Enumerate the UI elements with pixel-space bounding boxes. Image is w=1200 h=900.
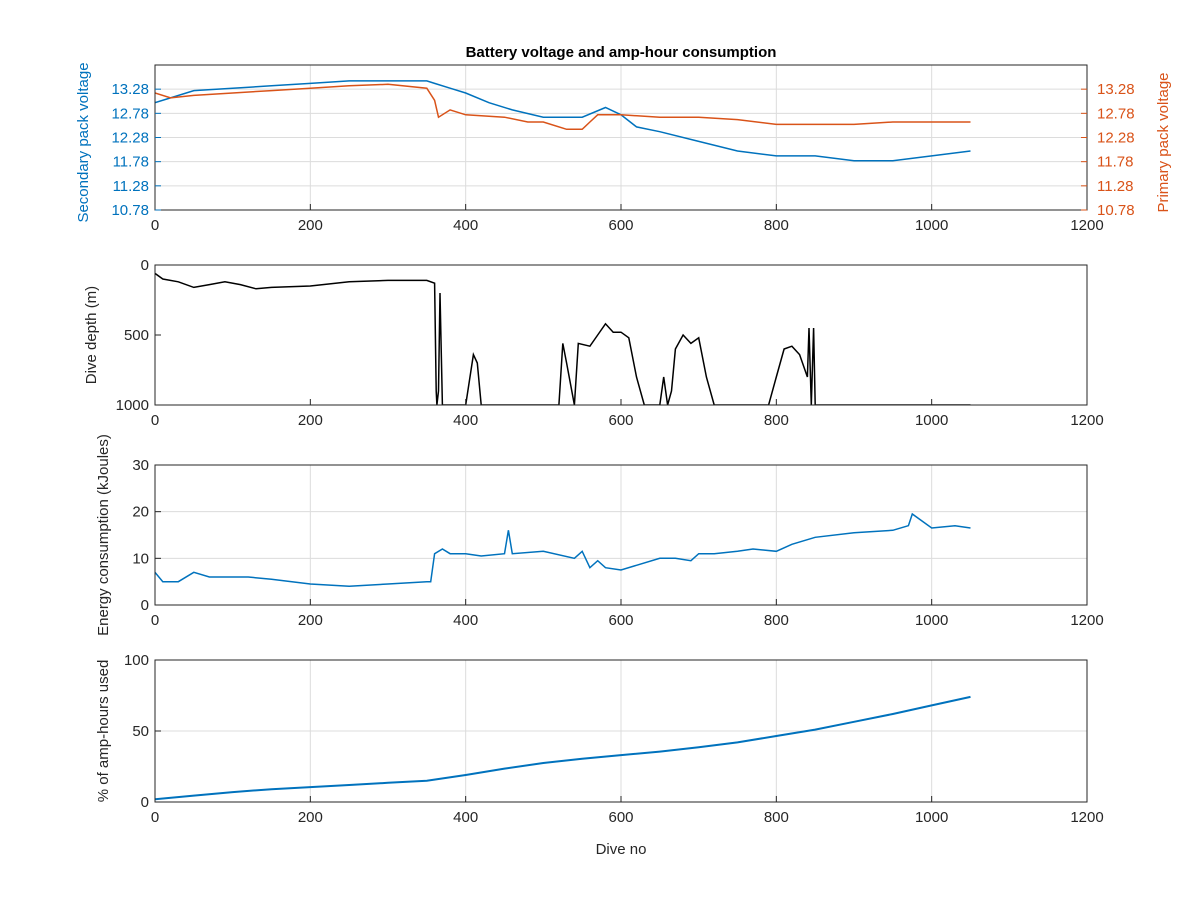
y-tick-label: 11.28 <box>113 178 149 195</box>
series-line-secondary-voltage <box>155 80 971 162</box>
series-line-2 <box>155 512 971 588</box>
x-tick-label: 400 <box>453 412 478 429</box>
y-tick-label: 11.78 <box>113 154 149 171</box>
y-tick-label: 10.78 <box>111 202 149 219</box>
x-tick-label: 600 <box>608 612 633 629</box>
x-tick-label: 1200 <box>1070 809 1103 826</box>
y-right-tick-label: 12.28 <box>1097 130 1135 147</box>
y-axis-label-left: Secondary pack voltage <box>75 62 92 222</box>
y-tick-label: 0 <box>141 257 149 274</box>
x-tick-label: 1200 <box>1070 412 1103 429</box>
x-tick-label: 800 <box>764 217 789 234</box>
y-tick-label: 12.78 <box>111 105 149 122</box>
y-tick-label: 0 <box>141 597 149 614</box>
y-axis-label-right: Primary pack voltage <box>1155 72 1172 212</box>
x-axis-label: Dive no <box>596 841 647 858</box>
series-line-primary-voltage <box>155 83 971 131</box>
x-tick-label: 1000 <box>915 412 948 429</box>
y-right-tick-label: 11.78 <box>1097 154 1133 171</box>
y-axis-label: % of amp-hours used <box>95 660 112 803</box>
x-tick-label: 0 <box>151 809 159 826</box>
y-right-tick-label: 13.28 <box>1097 81 1135 98</box>
y-tick-label: 10 <box>132 550 149 567</box>
chart-title: Battery voltage and amp-hour consumption <box>466 44 777 61</box>
amp-hours-panel: 0 200 400 600 800 1000 1200 0 50 100 % of amp-hour… <box>95 652 1104 858</box>
y-tick-label: 30 <box>132 457 149 474</box>
x-tick-label: 600 <box>608 217 633 234</box>
x-tick-label: 200 <box>298 217 323 234</box>
x-tick-label: 0 <box>151 612 159 629</box>
y-tick-label: 50 <box>132 723 149 740</box>
x-tick-label: 200 <box>298 412 323 429</box>
y-right-tick-label: 10.78 <box>1097 202 1135 219</box>
x-tick-label: 0 <box>151 412 159 429</box>
x-tick-label: 1200 <box>1070 612 1103 629</box>
plot-area <box>155 265 1087 405</box>
y-axis-label: Dive depth (m) <box>83 286 100 384</box>
y-tick-label: 500 <box>124 327 149 344</box>
x-tick-label: 0 <box>151 217 159 234</box>
x-tick-label: 400 <box>453 217 478 234</box>
energy-panel: 0 200 400 600 800 1000 1200 0 10 20 30 Energy consu… <box>95 434 1104 636</box>
x-tick-label: 800 <box>764 612 789 629</box>
y-tick-label: 13.28 <box>111 81 149 98</box>
x-tick-label: 200 <box>298 809 323 826</box>
x-tick-label: 200 <box>298 612 323 629</box>
x-tick-label: 1000 <box>915 612 948 629</box>
y-tick-label: 100 <box>124 652 149 669</box>
x-tick-label: 1000 <box>915 217 948 234</box>
y-tick-label: 1000 <box>116 397 149 414</box>
x-tick-label: 400 <box>453 612 478 629</box>
y-tick-label: 20 <box>132 504 149 521</box>
x-tick-label: 800 <box>764 809 789 826</box>
y-tick-label: 12.28 <box>111 130 149 147</box>
x-tick-label: 600 <box>608 412 633 429</box>
x-tick-label: 1000 <box>915 809 948 826</box>
depth-panel: 0 200 400 600 800 1000 1200 0 500 1000 Dive depth … <box>83 257 1104 429</box>
series-line-1 <box>155 272 971 405</box>
x-tick-label: 600 <box>608 809 633 826</box>
x-tick-label: 400 <box>453 809 478 826</box>
y-tick-label: 0 <box>141 794 149 811</box>
series-line-3 <box>155 695 971 801</box>
y-right-tick-label: 12.78 <box>1097 105 1135 122</box>
x-tick-label: 1200 <box>1070 217 1103 234</box>
y-right-tick-label: 11.28 <box>1097 178 1133 195</box>
x-tick-label: 800 <box>764 412 789 429</box>
y-axis-label: Energy consumption (kJoules) <box>95 434 112 636</box>
